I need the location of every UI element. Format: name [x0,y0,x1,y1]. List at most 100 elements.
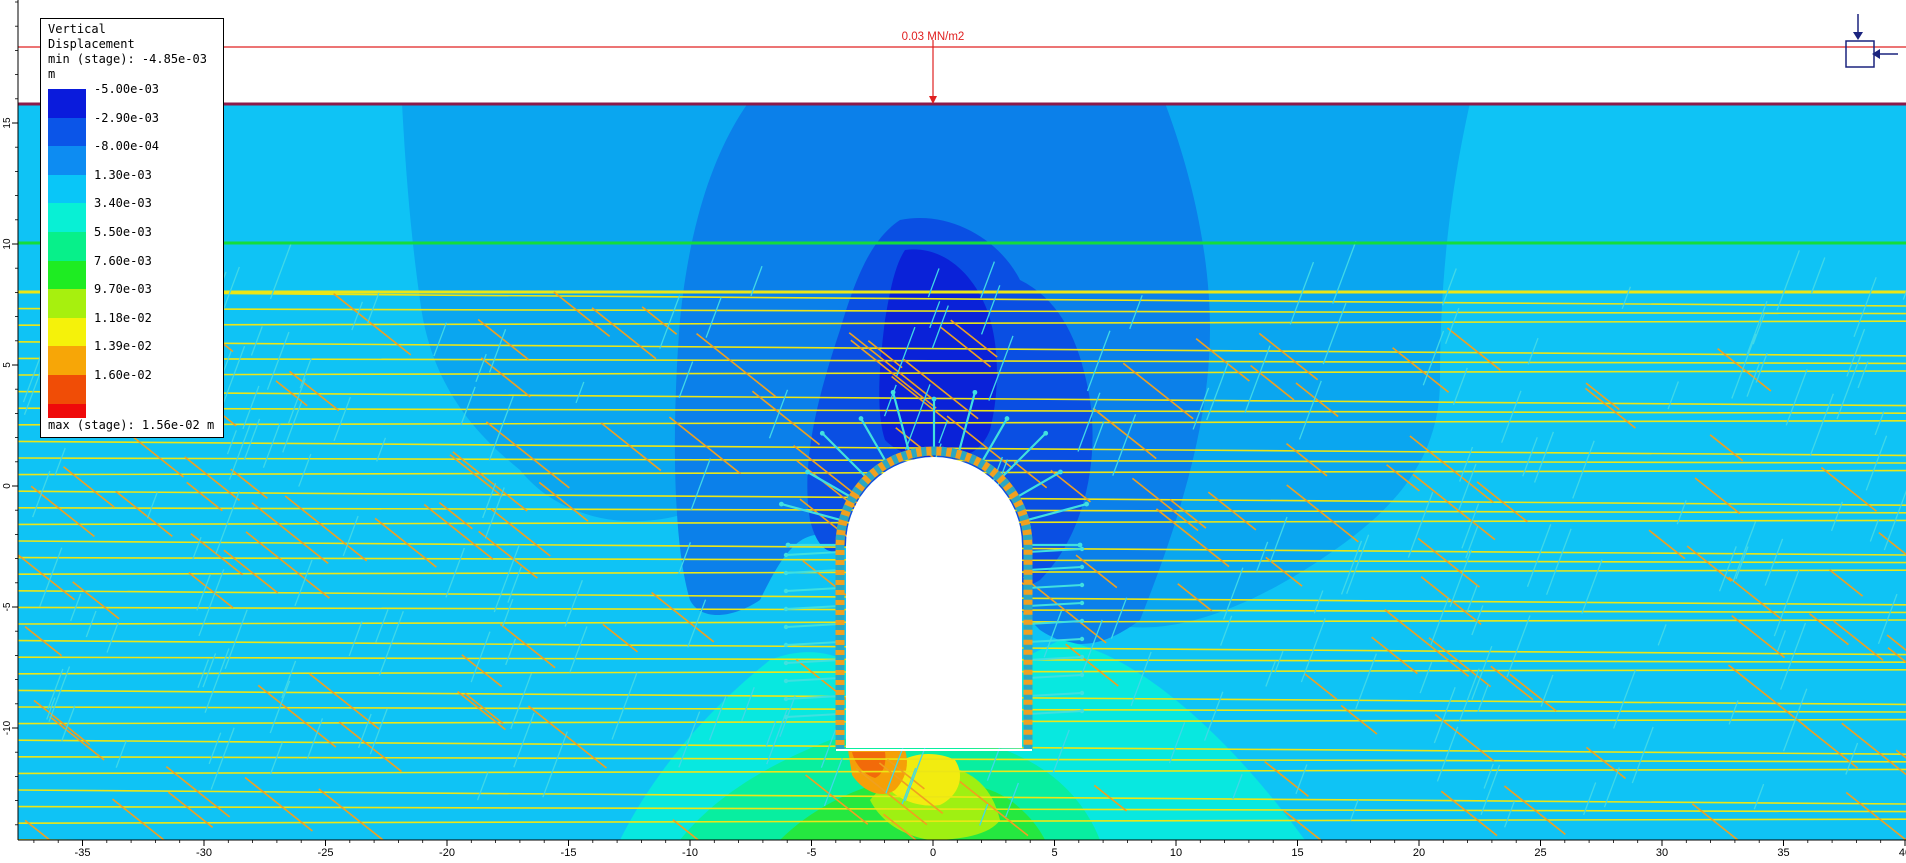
joint-set-b [672,819,700,840]
joint-set-c [1752,313,1766,345]
joint-set-c [1244,345,1271,413]
joint-set-b [1878,532,1906,556]
joint-set-b [1845,791,1906,840]
joint-set-c [659,295,681,349]
joint-set-c [678,711,701,768]
joint-set-b [1371,636,1418,675]
legend-entry [48,403,218,418]
legend-entry-label: 1.18e-02 [94,310,152,325]
joint-set-b [1440,790,1498,837]
joint-set-b [1195,338,1250,382]
joint-set-c [1332,240,1357,304]
joint-set-b [1131,477,1199,532]
joint-set-b [289,370,340,412]
joint-set-b [1207,491,1257,531]
joint-set-c [375,609,389,643]
load-arrow-head [929,96,937,104]
joint-set-c [1631,726,1654,784]
joint-set-c [1545,528,1572,595]
rock-bolt [785,695,841,700]
legend-entry: 1.60e-02 [48,368,218,404]
joint-set-b [886,758,925,790]
joint-set-b [882,813,918,840]
joint-set-c [1419,661,1433,694]
joint-set-c [224,609,248,670]
legend-entry-label: -5.00e-03 [94,82,160,96]
joint-set-b [696,333,777,398]
joint-set-a [18,755,1906,763]
legend-swatch [48,289,86,318]
x-tick-label: -5 [807,847,817,858]
joint-set-c [1052,729,1070,773]
joint-set-a [18,291,1906,307]
joint-set-b [1065,643,1119,687]
joint-set-c [1504,800,1515,828]
joint-set-c [475,353,487,383]
joint-set-c [980,261,995,299]
joint-set-b [115,490,173,537]
joint-set-c [1458,668,1480,723]
rock-bolt-anchor [931,396,937,402]
rock-bolt [1027,638,1083,643]
joint-set-c [705,297,722,338]
joint-set-c [242,385,260,430]
joint-set-c [445,547,465,598]
joint-set-c [1477,684,1489,712]
joint-set-b [186,481,223,512]
joint-set-c [54,447,66,476]
x-tick-label: 30 [1656,847,1668,858]
joint-set-c [228,425,251,480]
rock-bolt [1027,602,1083,607]
joint-set-c [678,361,694,399]
joint-set-c [980,285,1001,335]
x-axis-tick-labels: -35 -30 -25 -20 -15 -10 -5 0 5 10 15 20 25 30 35 40 [75,840,1906,859]
joint-set-a [18,307,1906,315]
rock-bolt-anchor [1079,708,1085,714]
joint-set-c [378,611,404,676]
joint-set-c [1461,503,1480,549]
joint-set-c [1436,726,1459,782]
joint-set-c [1836,355,1862,420]
joint-set-c [1295,764,1308,795]
joint-set-c [1340,540,1363,595]
joint-set-b [457,690,506,731]
joint-set-b [1694,477,1741,515]
joint-set-c [1877,593,1898,645]
joint-set-c [1603,767,1620,808]
joint-set-b [338,721,403,773]
joint-set-b [959,780,1029,837]
joint-set-c [48,666,71,723]
rock-bolt-anchor [805,469,810,475]
joint-set-c [476,772,489,801]
joint-set-c [208,732,222,765]
joint-set-c [1452,367,1468,405]
joint-set-b [184,456,240,502]
boundary-support-icon [1845,14,1898,68]
joint-set-b [1446,327,1501,371]
joint-set-c [433,322,447,357]
joint-set-c [226,430,237,455]
rock-bolt-anchor [1077,542,1083,548]
joint-set-a [18,440,1906,457]
joint-set-b [850,339,937,409]
legend-title-line-2: Displacement [48,37,135,51]
joint-set-b [1728,576,1784,621]
legend-min-value: min (stage): -4.85e-03 m [48,52,207,81]
x-tick-label: -30 [196,847,212,858]
legend-entry-label: 1.30e-03 [94,167,152,182]
tunnel-liner-dashes [835,446,1033,750]
legend-entry-label: 3.40e-03 [94,196,152,211]
joint-set-c [1430,597,1450,646]
joint-set-c [282,401,303,453]
contour-legend[interactable]: Vertical Displacement min (stage): -4.85… [40,18,224,438]
rock-bolt [785,641,841,646]
joint-set-c [1755,352,1768,383]
rock-bolt-anchor [783,642,789,648]
joint-set-c [1785,368,1808,426]
joint-set-b [600,422,662,472]
joint-set-c [1540,674,1554,707]
joint-set-c [1459,446,1474,482]
joint-set-b [438,501,473,530]
